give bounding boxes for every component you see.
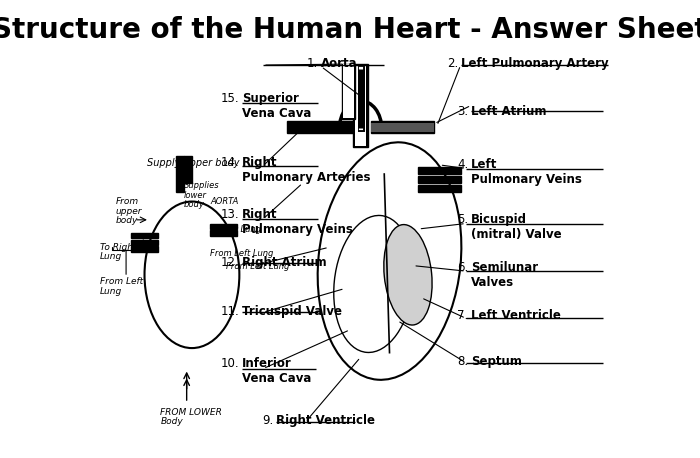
Text: To Right
Lung: To Right Lung (99, 243, 136, 262)
FancyBboxPatch shape (343, 64, 354, 118)
Text: Right
Pulmonary Arteries: Right Pulmonary Arteries (242, 156, 370, 184)
FancyBboxPatch shape (371, 121, 434, 133)
FancyBboxPatch shape (287, 121, 353, 133)
Text: Semilunar
Valves: Semilunar Valves (471, 261, 538, 289)
Text: Left
Pulmonary Veins: Left Pulmonary Veins (471, 158, 582, 186)
Text: 3.: 3. (457, 105, 468, 118)
Text: 2.: 2. (447, 57, 458, 70)
Text: From
upper
body: From upper body (116, 197, 142, 225)
Text: Bicuspid
(mitral) Valve: Bicuspid (mitral) Valve (471, 213, 562, 241)
Text: Tricuspid Valve: Tricuspid Valve (242, 305, 342, 317)
FancyBboxPatch shape (176, 156, 184, 192)
FancyBboxPatch shape (184, 156, 192, 183)
Text: Superior
Vena Cava: Superior Vena Cava (242, 92, 312, 120)
Text: 9.: 9. (262, 414, 274, 427)
FancyBboxPatch shape (342, 64, 356, 119)
Text: 13.: 13. (220, 208, 239, 221)
Text: Left Ventricle: Left Ventricle (471, 309, 561, 322)
FancyBboxPatch shape (419, 176, 461, 183)
Text: 6.: 6. (457, 261, 468, 274)
Text: Inferior
Vena Cava: Inferior Vena Cava (242, 357, 312, 385)
FancyBboxPatch shape (211, 230, 237, 236)
Text: 10.: 10. (220, 357, 239, 370)
Text: Structure of the Human Heart - Answer Sheet: Structure of the Human Heart - Answer Sh… (0, 16, 700, 44)
FancyBboxPatch shape (355, 65, 366, 146)
Ellipse shape (384, 224, 432, 325)
Text: Right Atrium: Right Atrium (242, 256, 327, 269)
Text: AORTA: AORTA (211, 197, 239, 206)
FancyBboxPatch shape (419, 167, 461, 174)
Text: 14.: 14. (220, 156, 239, 169)
Text: 1.: 1. (307, 57, 318, 70)
Text: Left Pulmonary Artery: Left Pulmonary Artery (461, 57, 608, 70)
Text: 5.: 5. (457, 213, 468, 226)
FancyBboxPatch shape (132, 246, 158, 252)
Text: From Left
Lung: From Left Lung (99, 277, 143, 296)
Text: Left Atrium: Left Atrium (471, 105, 547, 118)
Text: From Left Lung: From Left Lung (211, 249, 274, 258)
Text: 12.: 12. (220, 256, 239, 269)
Text: Right Ventricle: Right Ventricle (276, 414, 375, 427)
Text: Aorta: Aorta (321, 57, 358, 70)
Text: 8.: 8. (457, 355, 468, 368)
FancyBboxPatch shape (353, 64, 368, 147)
Text: 7.: 7. (457, 309, 468, 322)
FancyBboxPatch shape (132, 240, 158, 245)
Text: Supply upper body: Supply upper body (147, 158, 239, 168)
Text: Right
Pulmonary Veins: Right Pulmonary Veins (242, 208, 353, 236)
FancyBboxPatch shape (132, 233, 158, 238)
Text: 4.: 4. (457, 158, 468, 171)
Text: 15.: 15. (220, 92, 239, 104)
Text: 11.: 11. (220, 305, 239, 317)
FancyBboxPatch shape (211, 224, 237, 229)
Text: Septum: Septum (471, 355, 522, 368)
Text: Supplies
lower
body: Supplies lower body (184, 181, 220, 209)
Text: FROM LOWER
Body: FROM LOWER Body (160, 408, 222, 426)
Text: From Left Lung: From Left Lung (226, 262, 290, 272)
Text: To Left Lung: To Left Lung (211, 225, 261, 234)
FancyBboxPatch shape (371, 123, 434, 132)
FancyBboxPatch shape (419, 185, 461, 192)
